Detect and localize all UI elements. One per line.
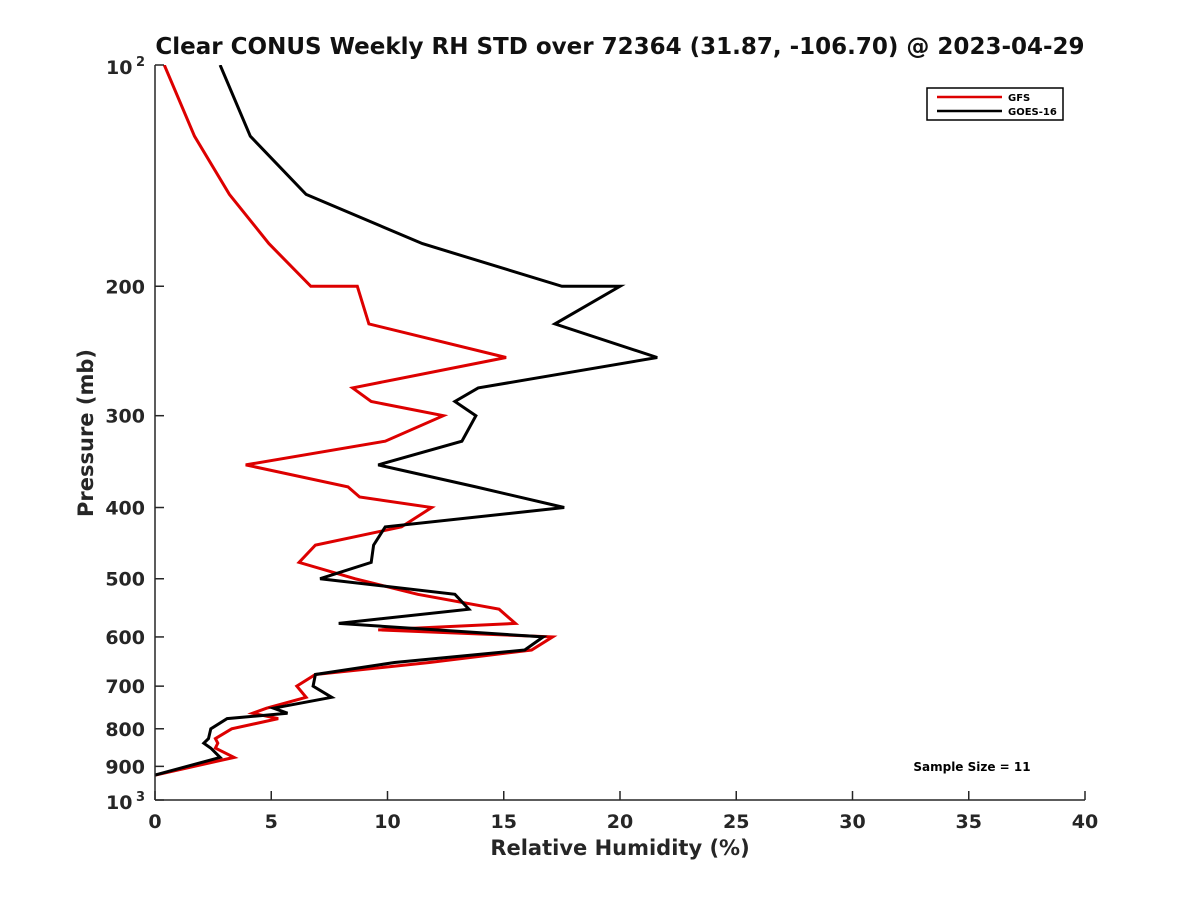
- series-line-gfs: [155, 65, 558, 777]
- x-tick-label: 0: [148, 811, 161, 833]
- y-tick-label: 800: [105, 719, 145, 741]
- x-tick-label: 10: [374, 811, 400, 833]
- x-axis-ticks: 0 5 10 15 20 25 30 35 40: [148, 791, 1098, 833]
- x-tick-label: 20: [607, 811, 633, 833]
- y-tick-exponent: 2: [136, 55, 145, 70]
- legend-label-goes16: GOES-16: [1008, 107, 1057, 118]
- y-tick-label: 500: [105, 569, 145, 591]
- y-tick-label: 300: [105, 406, 145, 428]
- x-tick-label: 35: [956, 811, 982, 833]
- sample-size-annotation: Sample Size = 11: [913, 760, 1030, 774]
- legend: GFS GOES-16: [926, 87, 1064, 121]
- x-tick-label: 15: [491, 811, 517, 833]
- y-tick-label: 900: [105, 756, 145, 778]
- y-tick-exponent: 3: [136, 790, 145, 805]
- series-line-goes16: [155, 65, 658, 777]
- y-tick-label: 200: [105, 276, 145, 298]
- legend-box: [926, 87, 1064, 121]
- x-tick-label: 25: [723, 811, 749, 833]
- y-tick-label: 10: [106, 792, 132, 814]
- y-tick-label: 600: [105, 627, 145, 649]
- y-axis-ticks: 10 2 200 300 400 500 600 700 800 900 10 3: [105, 55, 164, 814]
- plot-area: [155, 65, 658, 777]
- legend-label-gfs: GFS: [1008, 93, 1030, 104]
- x-tick-label: 5: [265, 811, 278, 833]
- x-tick-label: 30: [839, 811, 865, 833]
- y-axis-label: Pressure (mb): [74, 349, 98, 517]
- chart-title: Clear CONUS Weekly RH STD over 72364 (31…: [155, 34, 1084, 60]
- y-tick-label: 10: [106, 57, 132, 79]
- x-axis-label: Relative Humidity (%): [490, 836, 749, 860]
- y-tick-label: 400: [105, 498, 145, 520]
- y-tick-label: 700: [105, 676, 145, 698]
- x-tick-label: 40: [1072, 811, 1098, 833]
